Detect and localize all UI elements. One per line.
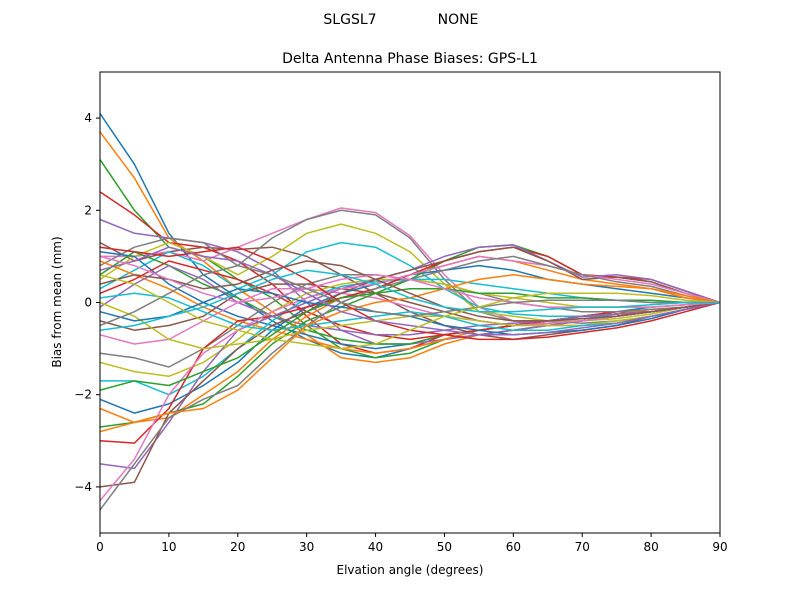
x-axis-ticks: 0 10 20 30 40 50 60 70 80 90 [96,533,728,554]
plot-frame [99,71,721,534]
x-tick-label: 10 [161,540,176,554]
series-line-36 [99,260,721,322]
y-tick-label: 4 [84,111,92,125]
x-tick-label: 50 [437,540,452,554]
series-line-15 [99,264,721,336]
x-tick-label: 90 [712,540,727,554]
series-line-38 [99,264,720,327]
y-axis-label: Bias from mean (mm) [50,236,64,367]
y-tick-label: 0 [84,296,92,310]
figure-suptitle-right: NONE [438,12,479,28]
chart-title: Delta Antenna Phase Biases: GPS-L1 [282,51,538,67]
figure-suptitle-left: SLGSL7 [323,12,376,28]
x-tick-label: 30 [299,540,314,554]
x-tick-label: 80 [643,540,658,554]
x-tick-label: 60 [506,540,521,554]
y-axis-ticks: −4 −2 0 2 4 [74,111,100,494]
series-line-40 [99,269,720,331]
y-tick-label: −4 [74,480,92,494]
x-tick-label: 20 [230,540,245,554]
y-tick-label: 2 [84,203,92,217]
series-line-27 [99,255,721,502]
x-axis-label: Elvation angle (degrees) [337,563,484,577]
series-line-39 [99,274,721,350]
x-tick-label: 40 [368,540,383,554]
series-line-35 [99,246,721,336]
x-tick-label: 0 [96,540,104,554]
series-line-26 [99,246,721,488]
series-layer [99,113,721,511]
x-tick-label: 70 [575,540,590,554]
y-tick-label: −2 [74,388,92,402]
